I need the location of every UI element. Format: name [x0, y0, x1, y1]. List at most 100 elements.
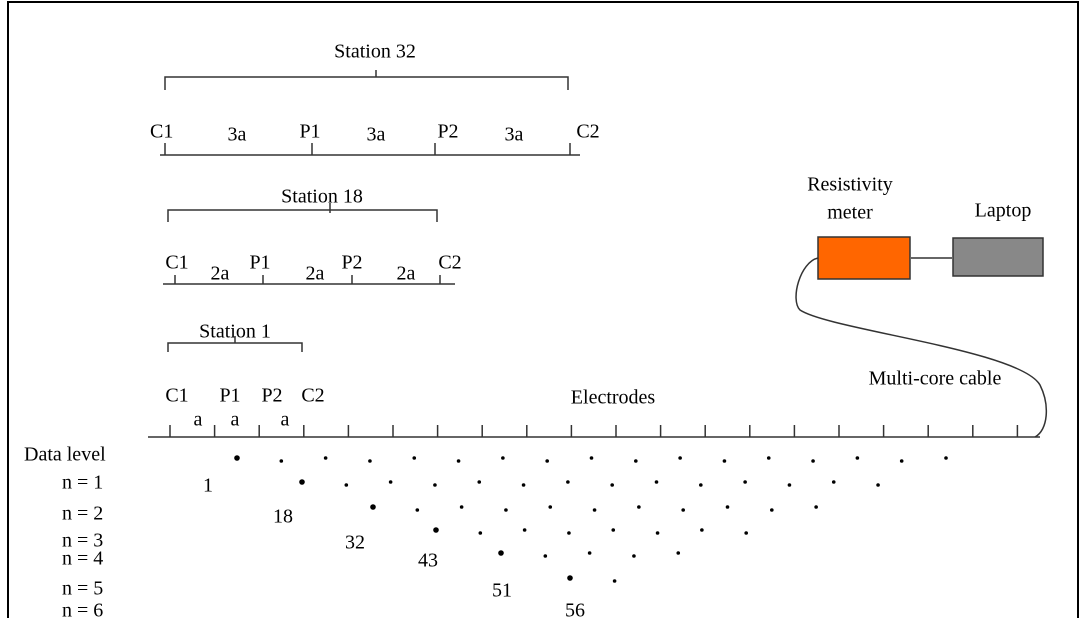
data-point — [611, 528, 616, 532]
data-point — [543, 554, 548, 558]
level: n = 5 — [62, 578, 103, 600]
data-point — [637, 505, 641, 509]
electrode-ticks — [169, 425, 1019, 437]
data-point — [504, 508, 508, 512]
station-title: Station 1 — [199, 321, 271, 343]
label: C1 — [150, 121, 173, 143]
data-point — [566, 480, 570, 484]
data-point — [634, 459, 638, 463]
label: P2 — [341, 252, 362, 274]
resistivity-meter — [817, 236, 911, 280]
data-point — [678, 456, 682, 460]
label: 2a — [306, 263, 325, 285]
label: C2 — [438, 252, 461, 274]
level: n = 3 — [62, 530, 103, 552]
label: P2 — [261, 385, 282, 407]
label: 3a — [505, 124, 524, 146]
bracket — [164, 70, 569, 90]
meter-label: meter — [827, 202, 873, 224]
data-point — [456, 459, 461, 463]
data-point — [323, 456, 328, 460]
data-point — [548, 505, 553, 509]
data-point — [612, 579, 617, 583]
cable-label: Multi-core cable — [869, 368, 1002, 390]
data-point — [234, 455, 240, 461]
data-point — [676, 551, 681, 555]
label: 2a — [211, 263, 230, 285]
data-point — [770, 508, 774, 512]
data-point — [368, 459, 372, 463]
array-line — [160, 143, 580, 156]
data-point — [681, 508, 685, 512]
point-number: 32 — [345, 532, 365, 554]
spacing: a — [281, 409, 290, 431]
label: 3a — [367, 124, 386, 146]
level: n = 1 — [62, 472, 103, 494]
data-point — [831, 480, 836, 484]
station-1: Station 1 C1 P1 P2 C2 a a a — [165, 321, 324, 431]
spacing: a — [231, 409, 240, 431]
cable — [795, 257, 1047, 438]
bracket — [167, 203, 438, 222]
data-point — [899, 459, 904, 463]
point-number: 43 — [418, 550, 438, 572]
point-number: 51 — [492, 580, 512, 602]
data-point — [725, 505, 730, 509]
data-level-title: Data level — [24, 444, 106, 466]
data-point — [811, 459, 815, 463]
data-point — [344, 483, 349, 487]
data-point — [592, 508, 597, 512]
level: n = 2 — [62, 503, 103, 525]
data-point — [501, 456, 505, 460]
data-point — [433, 527, 439, 533]
data-point — [814, 505, 818, 509]
data-point — [412, 456, 417, 460]
data-point — [478, 531, 483, 535]
data-point — [279, 459, 284, 463]
spacing: a — [194, 409, 203, 431]
data-point — [944, 456, 948, 460]
label: P2 — [437, 121, 458, 143]
label: P1 — [249, 252, 270, 274]
data-point — [415, 508, 420, 512]
data-point — [567, 531, 571, 535]
electrodes-label: Electrodes — [571, 387, 656, 409]
station-32: Station 32 C1 3a P1 3a P2 3a C2 — [150, 41, 600, 156]
data-point — [589, 456, 594, 460]
label: 2a — [397, 263, 416, 285]
data-point — [632, 554, 636, 558]
data-point — [388, 480, 393, 484]
data-point — [459, 505, 464, 509]
data-point — [744, 531, 748, 535]
data-point — [787, 483, 792, 487]
data-point — [654, 480, 659, 484]
point-number: 1 — [203, 475, 213, 497]
station-title: Station 18 — [281, 186, 363, 208]
station-title: Station 32 — [334, 41, 416, 63]
data-point — [655, 531, 660, 535]
station-18: Station 18 C1 2a P1 2a P2 2a C2 — [163, 186, 462, 285]
label: 3a — [228, 124, 247, 146]
data-point — [610, 483, 614, 487]
data-point — [433, 483, 437, 487]
level: n = 6 — [62, 600, 103, 618]
data-point — [521, 483, 526, 487]
data-point — [498, 550, 504, 556]
label: C2 — [576, 121, 599, 143]
data-point — [370, 504, 376, 510]
bracket — [167, 336, 303, 352]
data-point — [699, 483, 703, 487]
label: C1 — [165, 385, 188, 407]
array-line — [163, 275, 455, 285]
data-points — [234, 455, 948, 583]
data-point — [545, 459, 549, 463]
data-point — [855, 456, 860, 460]
meter-label: Resistivity — [807, 174, 893, 196]
data-point — [766, 456, 771, 460]
data-point — [722, 459, 727, 463]
point-number: 56 — [565, 600, 585, 618]
laptop — [952, 237, 1044, 277]
label: P1 — [299, 121, 320, 143]
data-point — [876, 483, 880, 487]
level: n = 4 — [62, 548, 103, 570]
